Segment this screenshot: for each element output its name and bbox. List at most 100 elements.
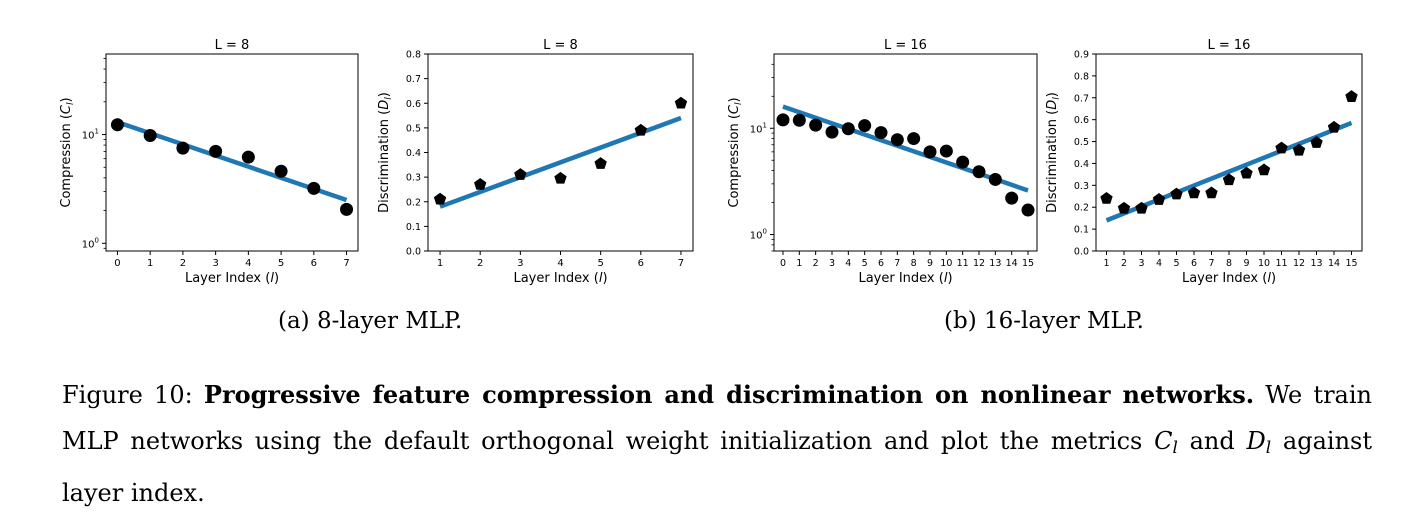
y-axis-label: Discrimination (Dl) bbox=[1045, 92, 1062, 213]
x-tick-label: 1 bbox=[1103, 258, 1109, 269]
data-point bbox=[674, 96, 688, 109]
data-point bbox=[841, 122, 855, 136]
y-axis-label-prefix: Discrimination ( bbox=[1045, 110, 1060, 213]
y-tick-label: 0.5 bbox=[406, 123, 421, 134]
y-tick-exponent: 0 bbox=[95, 236, 99, 244]
data-point bbox=[514, 168, 527, 180]
y-axis-label-suffix: ) bbox=[727, 97, 742, 102]
x-tick-label: 2 bbox=[180, 258, 186, 269]
x-tick-label: 13 bbox=[989, 258, 1001, 269]
y-tick-label: 0.8 bbox=[406, 50, 421, 61]
chart-title: L = 16 bbox=[884, 38, 927, 53]
y-axis-label-suffix: ) bbox=[1045, 92, 1060, 97]
x-tick-label: 4 bbox=[845, 258, 851, 269]
x-tick-label: 6 bbox=[311, 258, 317, 269]
fit-line bbox=[1105, 120, 1353, 223]
data-point bbox=[1327, 120, 1341, 133]
x-tick-label: 5 bbox=[862, 258, 868, 269]
x-axis-label-prefix: Layer Index ( bbox=[513, 271, 598, 286]
data-point bbox=[923, 145, 937, 159]
caption-title: Progressive feature compression and disc… bbox=[203, 380, 1255, 409]
caption-var-c: C bbox=[1154, 427, 1173, 455]
caption-body-1: We train MLP networks using the default … bbox=[62, 381, 1372, 455]
y-tick-label: 0.7 bbox=[406, 74, 421, 85]
y-tick-label: 0.5 bbox=[1074, 137, 1089, 148]
chart-title: L = 8 bbox=[543, 38, 578, 53]
x-tick-label: 12 bbox=[1293, 258, 1305, 269]
data-point bbox=[634, 123, 647, 136]
x-tick-label: 3 bbox=[212, 258, 218, 269]
y-axis-label-var: D bbox=[377, 100, 392, 110]
x-tick-label: 7 bbox=[1208, 258, 1214, 269]
data-point bbox=[890, 133, 904, 147]
y-axis-label: Compression (Cl) bbox=[59, 97, 76, 207]
x-tick-label: 15 bbox=[1022, 258, 1034, 269]
data-point bbox=[776, 113, 790, 127]
data-point bbox=[1310, 136, 1323, 148]
y-axis-label: Discrimination (Dl) bbox=[377, 92, 394, 213]
subcaption-a: (a) 8-layer MLP. bbox=[278, 308, 463, 334]
y-axis-label: Compression (Cl) bbox=[727, 97, 744, 207]
x-tick-label: 2 bbox=[813, 258, 819, 269]
data-point bbox=[241, 150, 255, 164]
chart-title: L = 8 bbox=[215, 38, 250, 53]
caption-var-d: D bbox=[1246, 427, 1266, 455]
data-point bbox=[1257, 163, 1271, 176]
y-tick-label: 0.8 bbox=[1074, 71, 1089, 82]
data-point bbox=[1275, 141, 1288, 154]
y-tick-label: 100 bbox=[82, 236, 99, 250]
x-tick-label: 1 bbox=[147, 258, 153, 269]
x-tick-label: 13 bbox=[1310, 258, 1322, 269]
x-tick-label: 9 bbox=[1243, 258, 1249, 269]
y-tick-label: 101 bbox=[82, 128, 99, 142]
y-axis-label-var: D bbox=[1045, 100, 1060, 110]
data-point bbox=[1187, 186, 1201, 199]
y-tick-label: 0.4 bbox=[406, 148, 421, 159]
x-axis-label-var: l bbox=[270, 271, 274, 286]
y-tick-label: 0.1 bbox=[1074, 225, 1089, 236]
data-point bbox=[972, 165, 986, 179]
data-point bbox=[809, 118, 823, 132]
x-tick-label: 9 bbox=[927, 258, 933, 269]
x-tick-label: 10 bbox=[940, 258, 952, 269]
chart-title: L = 16 bbox=[1208, 38, 1251, 53]
x-tick-label: 10 bbox=[1258, 258, 1270, 269]
y-axis-label-var: C bbox=[59, 104, 74, 114]
x-tick-label: 1 bbox=[437, 258, 443, 269]
x-tick-label: 2 bbox=[477, 258, 483, 269]
x-axis-label-prefix: Layer Index ( bbox=[858, 271, 943, 286]
data-point bbox=[209, 144, 223, 158]
x-tick-label: 5 bbox=[597, 258, 603, 269]
x-tick-label: 7 bbox=[894, 258, 900, 269]
y-tick-exponent: 0 bbox=[763, 228, 767, 236]
y-tick-label: 0.2 bbox=[1074, 203, 1089, 214]
y-axis-label-prefix: Compression ( bbox=[59, 114, 74, 208]
data-point bbox=[274, 164, 288, 178]
y-axis-label-sub: l bbox=[1052, 97, 1062, 100]
x-tick-label: 15 bbox=[1345, 258, 1357, 269]
x-tick-label: 0 bbox=[780, 258, 786, 269]
y-tick-label: 101 bbox=[750, 121, 767, 135]
data-point bbox=[1345, 90, 1358, 102]
y-tick-label: 0.1 bbox=[406, 222, 421, 233]
x-tick-label: 1 bbox=[796, 258, 802, 269]
data-point bbox=[1021, 203, 1035, 217]
x-tick-label: 6 bbox=[878, 258, 884, 269]
y-tick-label: 100 bbox=[750, 228, 767, 242]
y-axis-label-var: C bbox=[727, 104, 742, 114]
data-point bbox=[1005, 191, 1019, 205]
y-tick-label: 0.3 bbox=[406, 173, 421, 184]
x-tick-label: 12 bbox=[973, 258, 985, 269]
data-point bbox=[1170, 187, 1183, 200]
data-point bbox=[1222, 173, 1236, 186]
subcaption-b: (b) 16-layer MLP. bbox=[944, 308, 1144, 334]
y-axis-label-prefix: Discrimination ( bbox=[377, 110, 392, 213]
plot-frame bbox=[1095, 53, 1363, 252]
y-tick-label: 0.7 bbox=[1074, 93, 1089, 104]
chart-panel-4: L = 161 2 3 4 5 6 7 8 9 10 11 12 13 14 150.00.10.20.30… bbox=[1045, 38, 1363, 286]
y-tick-exponent: 1 bbox=[763, 121, 767, 129]
data-point bbox=[1117, 201, 1131, 214]
data-point bbox=[858, 119, 872, 133]
data-point bbox=[907, 132, 921, 146]
